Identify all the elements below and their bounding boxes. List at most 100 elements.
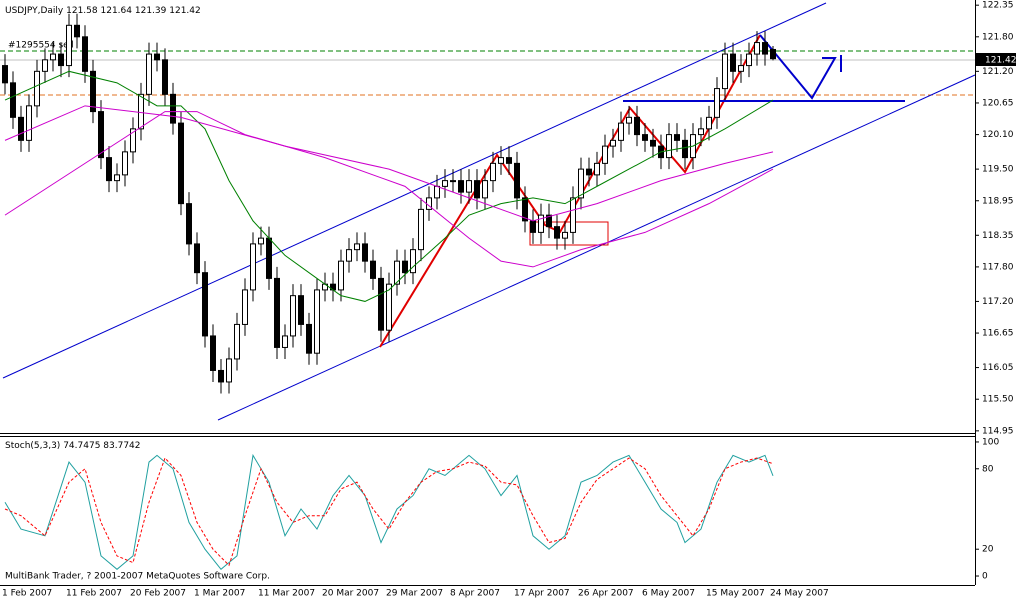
candle-body — [138, 93, 144, 130]
last-open: 121.58 — [66, 6, 98, 16]
candle-body — [610, 139, 616, 147]
candle-body — [50, 53, 56, 61]
candle-body — [506, 157, 512, 164]
candle-body — [730, 53, 736, 72]
candle-body — [2, 65, 8, 84]
candle-body — [90, 70, 96, 113]
candle-body — [314, 289, 320, 354]
candle-body — [82, 36, 88, 72]
x-tick-label: 1 Mar 2007 — [194, 589, 245, 599]
x-tick-label: 17 Apr 2007 — [514, 589, 570, 599]
candle-body — [170, 93, 176, 124]
y-tick-label: 0 — [982, 572, 988, 582]
indicator-line — [4, 457, 774, 567]
indicator-header: Stoch(5,3,3) 74.7475 83.7742 — [5, 441, 141, 451]
candle-body — [146, 53, 152, 95]
candle-body — [242, 289, 248, 325]
candle-body — [570, 197, 576, 233]
y-tick-label: 20 — [982, 545, 994, 555]
candle-body — [626, 116, 632, 124]
y-tick-label: 118.95 — [982, 196, 1014, 206]
y-tick-label: 80 — [982, 464, 994, 474]
candle-body — [522, 197, 528, 222]
x-tick-label: 8 Apr 2007 — [450, 589, 500, 599]
candle-body — [226, 358, 232, 383]
candle-body — [722, 53, 728, 90]
candle-body — [434, 185, 440, 199]
candle-body — [682, 139, 688, 159]
candle-body — [370, 260, 376, 279]
channel-lower — [217, 74, 976, 421]
last-high: 121.64 — [101, 6, 133, 16]
candle-body — [602, 145, 608, 164]
channel-upper — [2, 2, 827, 379]
candle-body — [386, 283, 392, 331]
y-tick-label: 118.35 — [982, 231, 1014, 241]
y-tick-label: 121.20 — [982, 67, 1014, 77]
candle-body — [362, 243, 368, 262]
candle-body — [306, 323, 312, 354]
candle-body — [474, 180, 480, 199]
y-tick-label: 114.95 — [982, 426, 1014, 436]
stoch-signal-value: 83.7742 — [103, 441, 140, 451]
candle-body — [194, 243, 200, 274]
candle-body — [298, 295, 304, 325]
candle-body — [34, 70, 40, 107]
moving-average — [4, 70, 774, 302]
projection — [759, 34, 837, 100]
candle-body — [554, 226, 560, 239]
candle-body — [66, 24, 72, 67]
stoch-main-value: 74.7475 — [63, 441, 100, 451]
y-tick-label: 117.80 — [982, 262, 1014, 272]
candle-body — [250, 243, 256, 291]
candle-body — [746, 53, 752, 67]
moving-average — [4, 105, 774, 222]
y-tick-label: 116.05 — [982, 363, 1014, 373]
candle-body — [18, 116, 24, 141]
candle-body — [458, 180, 464, 193]
candle-body — [74, 24, 80, 38]
candle-body — [738, 65, 744, 72]
x-tick-label: 11 Mar 2007 — [258, 589, 315, 599]
price-tag-label: 121.42 — [985, 56, 1017, 66]
candle-body — [466, 180, 472, 193]
candle-body — [26, 105, 32, 141]
y-tick-label: 120.10 — [982, 130, 1014, 140]
candle-body — [290, 295, 296, 337]
y-tick-label: 116.65 — [982, 329, 1014, 339]
x-tick-label: 29 Mar 2007 — [386, 589, 443, 599]
candle-body — [418, 208, 424, 251]
candle-body — [594, 162, 600, 176]
symbol: USDJPY,Daily — [5, 6, 64, 16]
y-tick-label: 119.50 — [982, 165, 1014, 175]
y-tick-label: 117.20 — [982, 297, 1014, 307]
candle-body — [10, 82, 16, 118]
candle-body — [578, 168, 584, 199]
x-tick-label: 20 Mar 2007 — [322, 589, 379, 599]
candle-body — [498, 157, 504, 164]
candle-body — [130, 128, 136, 153]
moving-average — [4, 111, 774, 268]
candle-body — [442, 180, 448, 187]
indicator-line — [4, 453, 774, 571]
candle-body — [178, 122, 184, 205]
indicator-title: Stoch(5,3,3) — [5, 441, 60, 451]
candle-body — [538, 214, 544, 233]
y-tick-label: 120.65 — [982, 98, 1014, 108]
x-tick-label: 1 Feb 2007 — [2, 589, 52, 599]
order-label: #1295554 sell — [8, 41, 74, 51]
x-tick-label: 6 May 2007 — [642, 589, 695, 599]
candle-body — [346, 249, 352, 262]
candle-body — [394, 260, 400, 285]
candle-body — [154, 53, 160, 61]
candle-body — [634, 116, 640, 136]
candle-body — [114, 174, 120, 182]
candle-body — [586, 168, 592, 176]
candle-body — [122, 151, 128, 176]
candle-body — [266, 237, 272, 279]
y-tick-label: 115.50 — [982, 395, 1014, 405]
y-tick-label: 121.80 — [982, 32, 1014, 42]
candle-body — [338, 260, 344, 291]
